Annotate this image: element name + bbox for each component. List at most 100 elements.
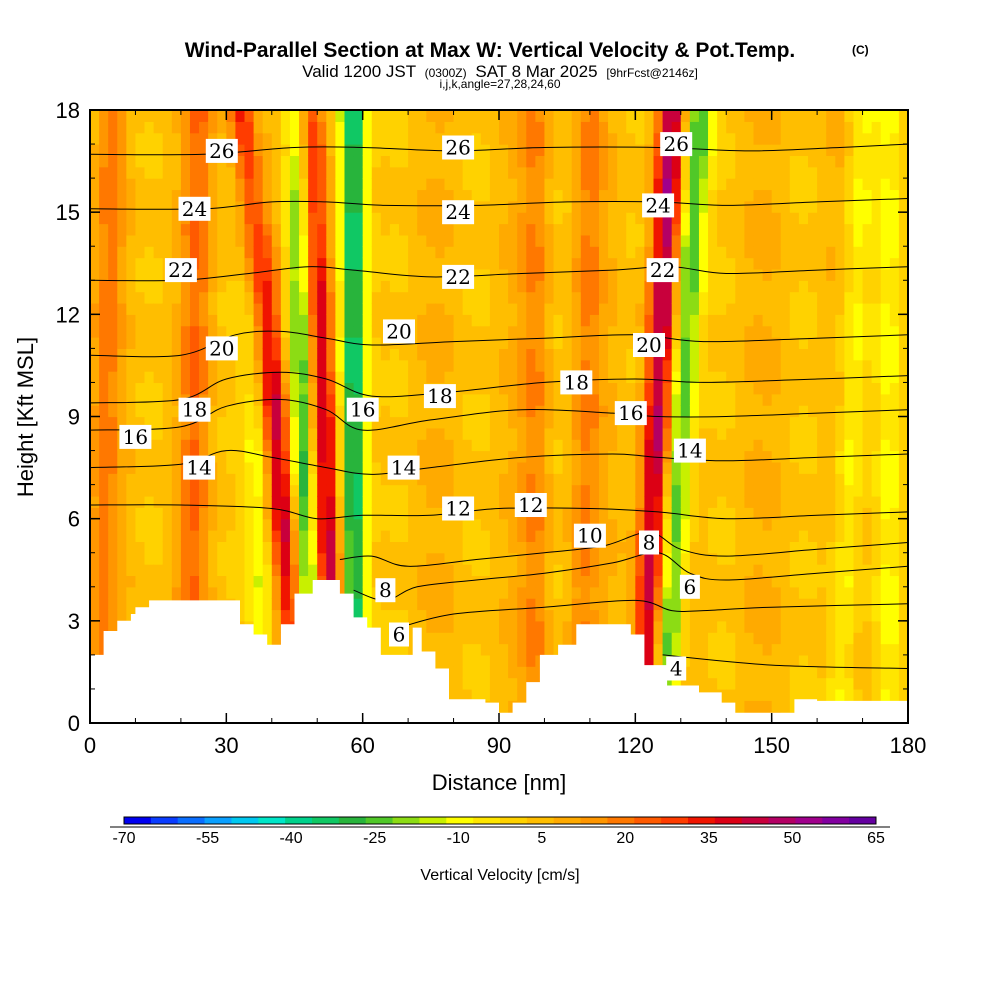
field-cell: [735, 405, 745, 418]
field-cell: [408, 518, 418, 531]
field-cell: [99, 200, 109, 213]
field-cell: [208, 552, 218, 565]
field-cell: [108, 518, 118, 531]
field-cell: [271, 427, 282, 440]
field-cell: [880, 564, 891, 577]
field-cell: [708, 620, 718, 633]
field-cell: [471, 121, 482, 134]
field-cell: [726, 450, 736, 463]
field-cell: [680, 564, 691, 577]
field-cell: [844, 552, 855, 565]
field-cell: [898, 495, 908, 508]
field-cell: [844, 212, 855, 225]
field-cell: [208, 518, 218, 531]
field-cell: [362, 382, 373, 395]
field-cell: [444, 405, 455, 418]
field-cell: [262, 257, 273, 270]
field-cell: [762, 518, 773, 531]
field-cell: [162, 132, 173, 145]
field-cell: [380, 439, 391, 452]
field-cell: [680, 530, 691, 542]
field-cell: [726, 484, 736, 497]
field-cell: [698, 484, 709, 497]
field-cell: [353, 200, 364, 213]
field-cell: [853, 598, 864, 611]
field-cell: [353, 234, 364, 247]
field-cell: [253, 268, 264, 281]
field-cell: [344, 144, 355, 157]
isentrope-label: 22: [646, 258, 679, 283]
field-cell: [535, 405, 546, 418]
field-cell: [789, 643, 800, 656]
field-cell: [562, 552, 573, 565]
field-cell: [199, 223, 209, 236]
field-cell: [726, 427, 736, 440]
field-cell: [562, 110, 573, 122]
field-cell: [499, 189, 509, 202]
field-cell: [308, 291, 318, 304]
field-cell: [789, 484, 800, 497]
field-cell: [435, 495, 446, 508]
field-cell: [544, 461, 555, 474]
field-cell: [162, 382, 173, 395]
field-cell: [317, 552, 327, 565]
field-cell: [535, 280, 546, 293]
field-cell: [135, 507, 146, 520]
field-cell: [471, 302, 482, 315]
field-cell: [635, 507, 646, 520]
field-cell: [680, 178, 691, 191]
field-cell: [380, 257, 391, 270]
field-cell: [662, 223, 673, 236]
field-cell: [544, 632, 555, 645]
field-cell: [371, 439, 382, 452]
field-cell: [798, 155, 809, 168]
field-cell: [180, 223, 191, 236]
field-cell: [208, 121, 218, 134]
field-cell: [898, 688, 908, 701]
field-cell: [898, 609, 908, 622]
field-cell: [562, 212, 573, 225]
field-cell: [135, 598, 146, 611]
field-cell: [880, 427, 891, 440]
field-cell: [762, 212, 773, 225]
field-cell: [480, 337, 491, 349]
field-cell: [289, 302, 300, 315]
field-cell: [535, 427, 546, 440]
field-cell: [153, 427, 164, 440]
field-cell: [726, 654, 736, 667]
field-cell: [235, 609, 246, 622]
field-cell: [717, 223, 727, 236]
field-cell: [553, 405, 564, 418]
field-cell: [589, 189, 600, 202]
isentrope-label-box: [646, 258, 679, 283]
isentrope-label-text: 26: [209, 139, 234, 163]
field-cell: [762, 598, 773, 611]
field-cell: [117, 552, 127, 565]
field-cell: [617, 314, 627, 327]
field-cell: [217, 495, 227, 508]
field-cell: [553, 586, 564, 599]
field-cell: [644, 280, 655, 293]
field-cell: [280, 110, 291, 122]
field-cell: [789, 586, 800, 599]
field-cell: [617, 246, 627, 259]
field-cell: [317, 155, 327, 168]
field-cell: [789, 439, 800, 452]
field-cell: [753, 541, 764, 554]
field-cell: [244, 178, 255, 191]
field-cell: [662, 325, 673, 338]
field-cell: [199, 280, 209, 293]
field-cell: [408, 359, 418, 372]
field-cell: [535, 223, 546, 236]
field-cell: [353, 189, 364, 202]
field-cell: [653, 439, 664, 452]
field-cell: [317, 110, 327, 122]
field-cell: [698, 144, 709, 157]
field-cell: [253, 359, 264, 372]
terrain-mask: [90, 580, 908, 723]
field-cell: [226, 371, 237, 384]
field-cell: [580, 280, 591, 293]
field-cell: [280, 405, 291, 418]
field-cell: [744, 166, 755, 179]
field-cell: [189, 382, 200, 395]
